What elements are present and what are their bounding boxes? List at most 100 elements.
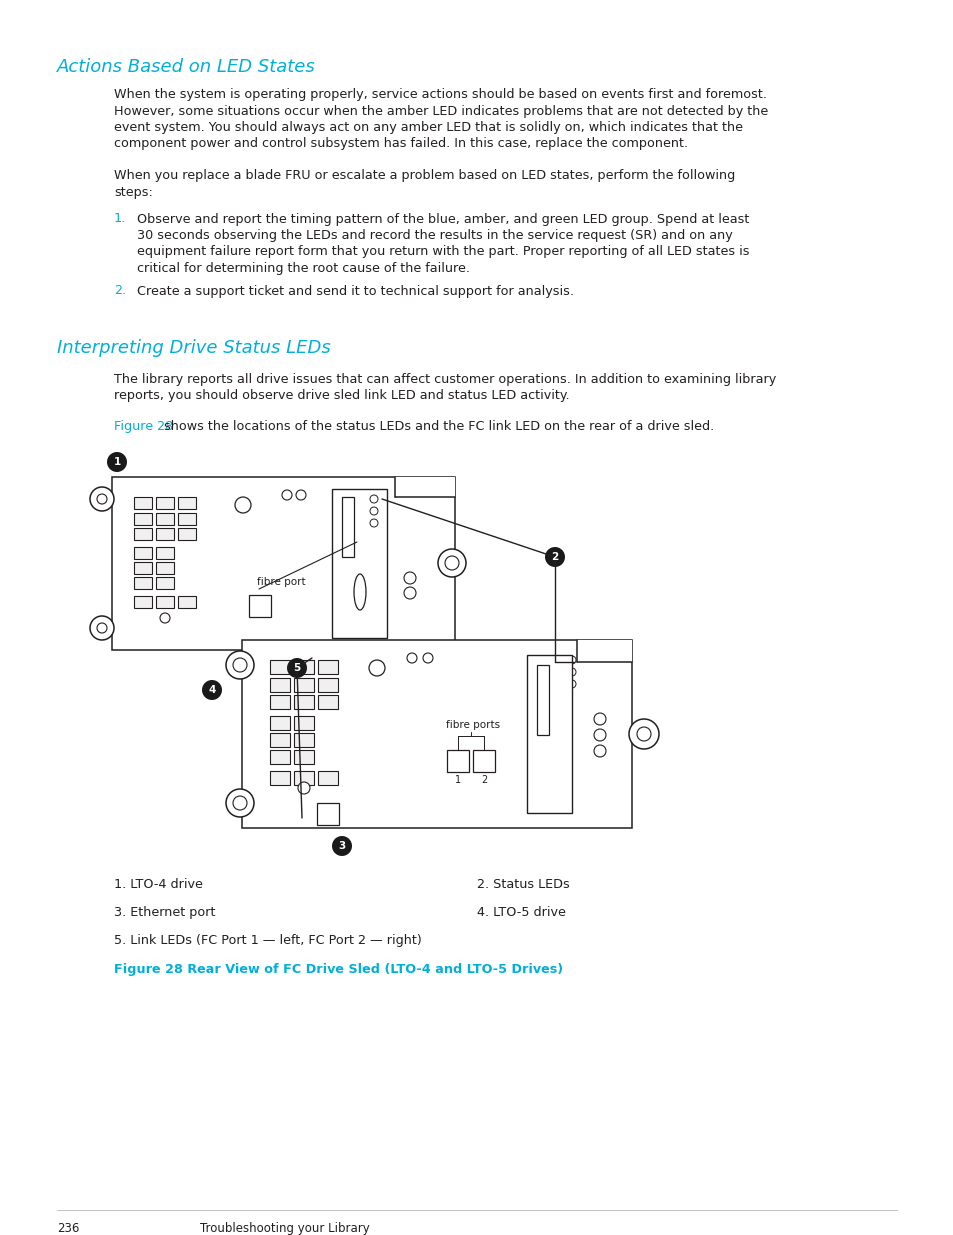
Text: Troubleshooting your Library: Troubleshooting your Library — [200, 1221, 370, 1235]
Circle shape — [282, 490, 292, 500]
Circle shape — [160, 613, 170, 622]
Bar — [294, 716, 314, 730]
Bar — [178, 513, 195, 525]
Bar — [156, 562, 173, 574]
Bar — [133, 597, 152, 608]
Circle shape — [234, 496, 251, 513]
Circle shape — [90, 487, 113, 511]
Text: Observe and report the timing pattern of the blue, amber, and green LED group. S: Observe and report the timing pattern of… — [137, 212, 749, 226]
Circle shape — [594, 713, 605, 725]
Circle shape — [226, 789, 253, 818]
Circle shape — [369, 659, 385, 676]
Text: 5. Link LEDs (FC Port 1 — left, FC Port 2 — right): 5. Link LEDs (FC Port 1 — left, FC Port … — [113, 934, 421, 947]
Bar — [270, 750, 290, 764]
Bar — [156, 547, 173, 559]
Circle shape — [107, 452, 127, 472]
Text: 1. LTO-4 drive: 1. LTO-4 drive — [113, 878, 203, 890]
Bar — [294, 659, 314, 674]
Circle shape — [567, 668, 576, 676]
Bar — [395, 477, 455, 496]
Bar — [156, 513, 173, 525]
Text: Figure 28: Figure 28 — [113, 420, 173, 433]
Bar — [156, 577, 173, 589]
Circle shape — [295, 490, 306, 500]
Circle shape — [403, 572, 416, 584]
Bar — [316, 803, 338, 825]
Circle shape — [403, 587, 416, 599]
Circle shape — [97, 494, 107, 504]
Bar — [270, 678, 290, 692]
Text: shows the locations of the status LEDs and the FC link LED on the rear of a driv: shows the locations of the status LEDs a… — [160, 420, 714, 433]
Text: 1: 1 — [113, 457, 120, 467]
Text: fibre port: fibre port — [256, 577, 305, 587]
Bar — [156, 496, 173, 509]
Circle shape — [332, 836, 352, 856]
Circle shape — [370, 508, 377, 515]
Text: 4. LTO-5 drive: 4. LTO-5 drive — [476, 906, 565, 919]
Text: 3: 3 — [338, 841, 345, 851]
Circle shape — [233, 797, 247, 810]
Bar — [156, 529, 173, 540]
Circle shape — [544, 547, 564, 567]
Bar — [341, 496, 354, 557]
Circle shape — [226, 651, 253, 679]
Text: However, some situations occur when the amber LED indicates problems that are no: However, some situations occur when the … — [113, 105, 767, 117]
Bar — [242, 640, 631, 827]
Circle shape — [594, 729, 605, 741]
Bar — [133, 513, 152, 525]
Text: 1.: 1. — [113, 212, 126, 226]
Bar — [178, 496, 195, 509]
Ellipse shape — [354, 574, 366, 610]
Bar — [270, 771, 290, 785]
Text: equipment failure report form that you return with the part. Proper reporting of: equipment failure report form that you r… — [137, 246, 749, 258]
Text: Figure 28 Rear View of FC Drive Sled (LTO-4 and LTO-5 Drives): Figure 28 Rear View of FC Drive Sled (LT… — [113, 963, 562, 976]
Bar — [294, 771, 314, 785]
Bar — [133, 496, 152, 509]
Circle shape — [233, 658, 247, 672]
Bar — [156, 597, 173, 608]
Bar — [270, 659, 290, 674]
Bar — [178, 597, 195, 608]
Bar — [473, 750, 495, 772]
Circle shape — [628, 719, 659, 748]
Text: 1: 1 — [455, 776, 460, 785]
Text: Interpreting Drive Status LEDs: Interpreting Drive Status LEDs — [57, 338, 331, 357]
Bar — [577, 640, 631, 662]
Bar — [178, 529, 195, 540]
Bar — [537, 664, 548, 735]
Text: 30 seconds observing the LEDs and record the results in the service request (SR): 30 seconds observing the LEDs and record… — [137, 228, 732, 242]
Circle shape — [637, 727, 650, 741]
Circle shape — [567, 656, 576, 664]
Text: steps:: steps: — [113, 186, 152, 199]
Text: 2: 2 — [480, 776, 487, 785]
Bar — [294, 750, 314, 764]
Bar — [133, 547, 152, 559]
Bar — [133, 577, 152, 589]
Bar — [270, 716, 290, 730]
Bar — [294, 695, 314, 709]
Text: event system. You should always act on any amber LED that is solidly on, which i: event system. You should always act on a… — [113, 121, 742, 135]
Circle shape — [437, 550, 465, 577]
Circle shape — [567, 680, 576, 688]
Bar — [270, 734, 290, 747]
Text: 3. Ethernet port: 3. Ethernet port — [113, 906, 215, 919]
Bar — [112, 477, 455, 650]
Text: When the system is operating properly, service actions should be based on events: When the system is operating properly, s… — [113, 88, 766, 101]
Text: critical for determining the root cause of the failure.: critical for determining the root cause … — [137, 262, 470, 275]
Text: 2. Status LEDs: 2. Status LEDs — [476, 878, 569, 890]
Circle shape — [97, 622, 107, 634]
Circle shape — [90, 616, 113, 640]
Circle shape — [297, 782, 310, 794]
Text: reports, you should observe drive sled link LED and status LED activity.: reports, you should observe drive sled l… — [113, 389, 569, 403]
Text: fibre ports: fibre ports — [445, 720, 499, 730]
Bar — [447, 750, 469, 772]
Text: 5: 5 — [294, 663, 300, 673]
Text: Create a support ticket and send it to technical support for analysis.: Create a support ticket and send it to t… — [137, 284, 574, 298]
Bar — [317, 695, 337, 709]
Text: 2.: 2. — [113, 284, 126, 298]
Text: The library reports all drive issues that can affect customer operations. In add: The library reports all drive issues tha… — [113, 373, 776, 387]
Bar — [526, 655, 572, 813]
Bar — [317, 678, 337, 692]
Text: 2: 2 — [551, 552, 558, 562]
Bar — [249, 595, 271, 618]
